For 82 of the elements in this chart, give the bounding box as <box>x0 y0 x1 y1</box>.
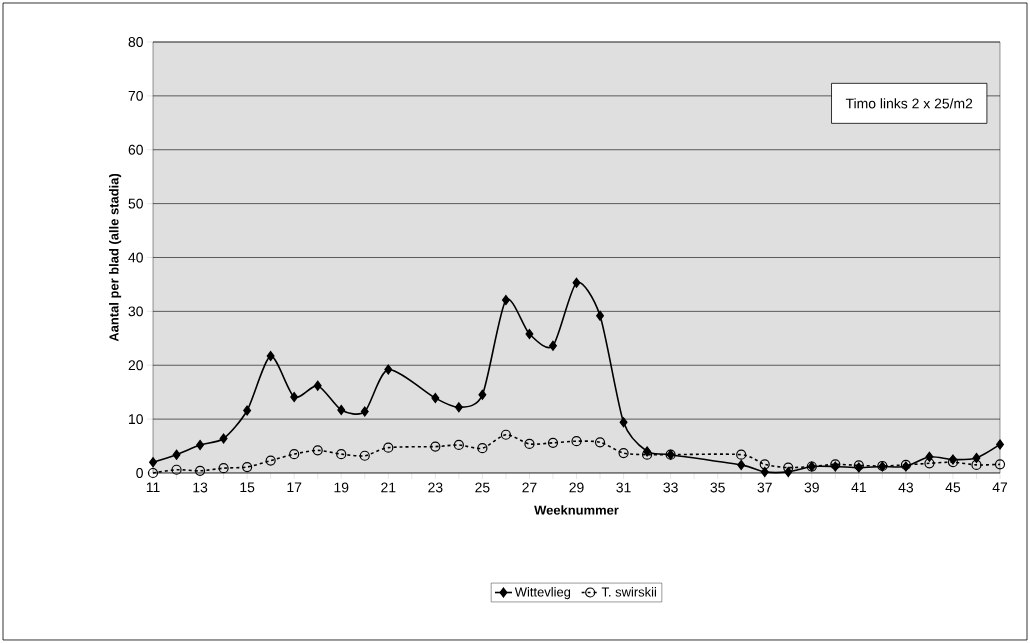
legend-label: T. swirskii <box>601 587 656 597</box>
point <box>359 450 370 461</box>
x-tick-label: 29 <box>569 482 584 493</box>
x-tick-label: 21 <box>381 482 396 493</box>
x-tick-label: 35 <box>710 482 725 493</box>
point <box>760 466 769 478</box>
x-tick-label: 23 <box>428 482 443 493</box>
point <box>759 459 770 470</box>
point <box>194 465 206 476</box>
y-tick-label: 50 <box>128 198 143 209</box>
point <box>147 467 159 479</box>
point <box>218 463 229 474</box>
point <box>524 438 535 449</box>
point <box>618 447 629 459</box>
y-tick-label: 60 <box>128 144 143 155</box>
point <box>453 439 464 451</box>
point <box>149 457 157 468</box>
y-tick-label: 70 <box>128 90 143 101</box>
x-tick-label: 27 <box>522 482 537 493</box>
x-tick-label: 41 <box>851 482 866 493</box>
x-tick-label: 39 <box>804 482 819 493</box>
point <box>336 449 347 460</box>
point <box>619 417 628 428</box>
point <box>172 449 181 460</box>
y-axis-title: Aantal per blad (alle stadia) <box>109 173 122 342</box>
point <box>596 310 605 321</box>
legend-label: Wittevlieg <box>514 587 571 600</box>
y-tick-label: 30 <box>128 306 143 317</box>
point <box>289 449 300 460</box>
point <box>266 350 275 362</box>
x-tick-label: 25 <box>475 482 490 493</box>
point <box>196 439 205 451</box>
point <box>547 437 559 448</box>
point <box>737 459 746 470</box>
point <box>500 429 512 440</box>
x-tick-label: 37 <box>757 482 772 493</box>
point <box>384 364 393 375</box>
point <box>972 452 981 463</box>
point <box>549 340 557 351</box>
point <box>337 404 346 416</box>
point <box>971 459 982 470</box>
point <box>431 393 440 404</box>
point <box>430 441 441 452</box>
x-tick-label: 11 <box>146 482 160 493</box>
point <box>454 402 463 413</box>
point <box>924 458 935 469</box>
point <box>994 459 1006 470</box>
x-tick-label: 19 <box>334 482 349 493</box>
x-tick-label: 13 <box>193 482 208 493</box>
point <box>219 433 228 444</box>
point <box>313 380 322 391</box>
point <box>996 439 1004 450</box>
point <box>572 277 581 288</box>
x-tick-label: 15 <box>240 482 255 493</box>
point <box>243 405 252 416</box>
annotation: Timo links 2 x 25/m2 <box>845 98 973 109</box>
x-tick-label: 17 <box>287 482 302 493</box>
point <box>290 391 299 403</box>
x-tick-label: 33 <box>663 482 678 493</box>
y-tick-label: 0 <box>136 468 143 478</box>
x-axis-title: Weeknummer <box>534 505 619 515</box>
point <box>383 442 394 453</box>
point <box>171 464 182 475</box>
point <box>594 437 606 448</box>
x-tick-label: 45 <box>945 482 961 493</box>
y-tick-label: 80 <box>128 37 143 47</box>
point <box>477 443 488 454</box>
point <box>360 406 369 417</box>
x-tick-label: 47 <box>992 482 1008 493</box>
point <box>501 294 510 306</box>
y-tick-label: 20 <box>128 360 143 371</box>
point <box>312 445 323 456</box>
point <box>571 436 582 447</box>
point <box>736 449 747 460</box>
point <box>525 328 534 340</box>
y-tick-label: 40 <box>128 252 143 263</box>
point <box>265 455 276 466</box>
x-tick-label: 43 <box>898 482 914 493</box>
point <box>478 389 487 400</box>
y-tick-label: 10 <box>129 414 143 425</box>
point <box>242 461 253 473</box>
x-tick-label: 31 <box>616 482 631 493</box>
